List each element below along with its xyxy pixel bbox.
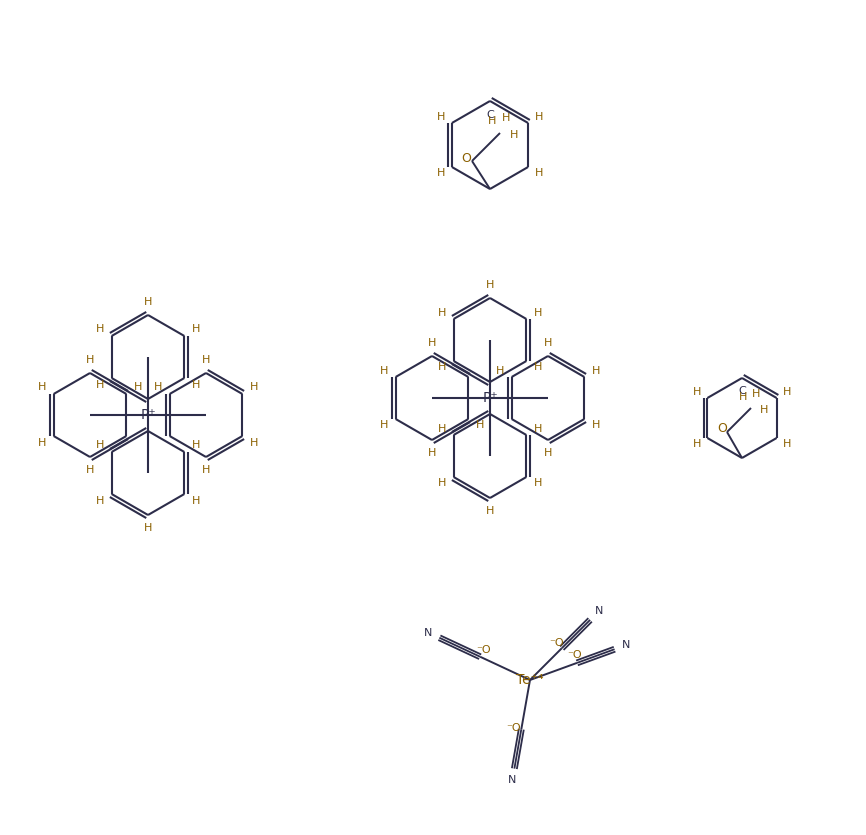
Text: H: H	[96, 441, 105, 451]
Text: H: H	[96, 495, 105, 505]
Text: H: H	[191, 325, 200, 335]
Text: H: H	[191, 379, 200, 389]
Text: H: H	[544, 448, 553, 458]
Text: C: C	[486, 110, 494, 120]
Text: H: H	[488, 116, 496, 126]
Text: H: H	[191, 441, 200, 451]
Text: H: H	[693, 439, 701, 449]
Text: N: N	[508, 776, 516, 786]
Text: ⁻O: ⁻O	[476, 645, 491, 655]
Text: H: H	[783, 439, 792, 449]
Text: H: H	[535, 169, 544, 179]
Text: H: H	[428, 448, 436, 458]
Text: H: H	[591, 421, 600, 431]
Text: H: H	[144, 523, 152, 533]
Text: H: H	[533, 478, 542, 488]
Text: H: H	[380, 366, 389, 376]
Text: H: H	[86, 355, 94, 365]
Text: H: H	[249, 438, 258, 448]
Text: H: H	[486, 506, 494, 516]
Text: H: H	[191, 495, 200, 505]
Text: H: H	[202, 465, 210, 475]
Text: N: N	[594, 606, 603, 616]
Text: N: N	[424, 628, 433, 638]
Text: H: H	[739, 392, 747, 402]
Text: H: H	[475, 421, 484, 431]
Text: H: H	[486, 280, 494, 290]
Text: H: H	[86, 465, 94, 475]
Text: N: N	[622, 640, 630, 650]
Text: H: H	[438, 362, 447, 372]
Text: C: C	[738, 386, 746, 396]
Text: H: H	[436, 169, 445, 179]
Text: ⁻O: ⁻O	[567, 650, 582, 660]
Text: H: H	[436, 112, 445, 122]
Text: H: H	[591, 366, 600, 376]
Text: H: H	[133, 382, 142, 392]
Text: P⁺: P⁺	[140, 408, 156, 422]
Text: H: H	[154, 382, 163, 392]
Text: H: H	[438, 478, 447, 488]
Text: Te⁺⁴: Te⁺⁴	[516, 673, 544, 687]
Text: P⁺: P⁺	[482, 391, 498, 405]
Text: ⁻O: ⁻O	[549, 638, 564, 647]
Text: H: H	[510, 130, 518, 140]
Text: H: H	[501, 113, 510, 123]
Text: O: O	[717, 423, 727, 436]
Text: H: H	[496, 366, 505, 376]
Text: H: H	[96, 325, 105, 335]
Text: H: H	[752, 389, 760, 399]
Text: H: H	[533, 362, 542, 372]
Text: H: H	[438, 423, 447, 433]
Text: H: H	[535, 112, 544, 122]
Text: H: H	[783, 387, 792, 397]
Text: H: H	[38, 382, 47, 392]
Text: H: H	[533, 423, 542, 433]
Text: O: O	[461, 151, 471, 164]
Text: H: H	[693, 387, 701, 397]
Text: H: H	[544, 338, 553, 348]
Text: H: H	[96, 379, 105, 389]
Text: H: H	[533, 307, 542, 317]
Text: H: H	[144, 297, 152, 307]
Text: H: H	[380, 421, 389, 431]
Text: H: H	[249, 382, 258, 392]
Text: H: H	[428, 338, 436, 348]
Text: H: H	[438, 307, 447, 317]
Text: H: H	[202, 355, 210, 365]
Text: ⁻O: ⁻O	[506, 723, 520, 733]
Text: H: H	[38, 438, 47, 448]
Text: H: H	[759, 405, 768, 415]
